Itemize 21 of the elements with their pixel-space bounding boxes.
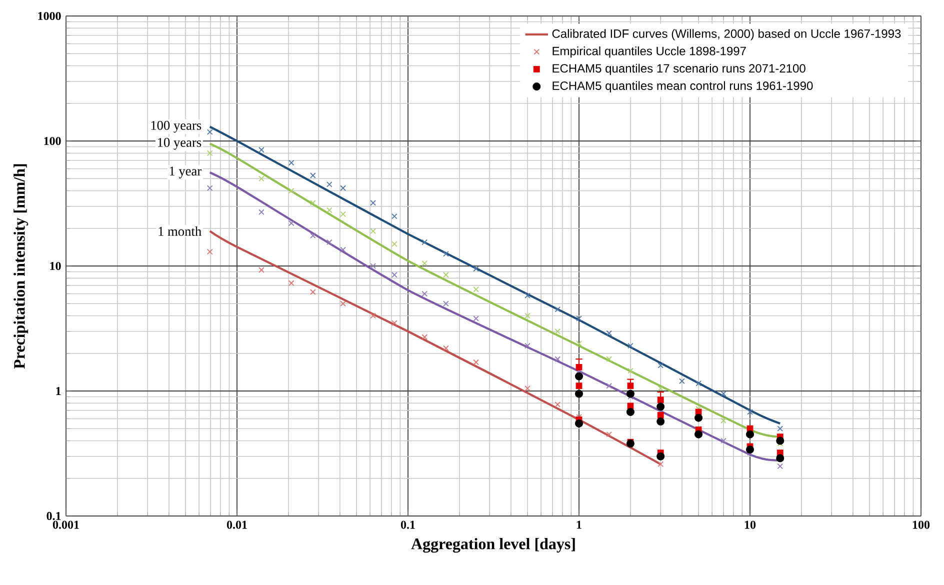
- x-tick-label: 0.1: [400, 520, 415, 529]
- annotation: 100 years: [151, 120, 202, 133]
- y-tick-label: 100: [44, 136, 61, 146]
- annotation: 1 year: [170, 166, 202, 178]
- annotation: 10 years: [158, 138, 202, 150]
- x-tick-label: 0.001: [52, 520, 79, 529]
- x-axis-title: Aggregation level [days]: [411, 538, 575, 553]
- y-tick-label: 0.1: [46, 512, 61, 520]
- annotation: 1 month: [158, 226, 202, 236]
- legend-label: ECHAM5 quantiles mean control runs 1961-1990: [552, 81, 813, 92]
- legend-label: ECHAM5 quantiles 17 scenario runs 2071-2100: [552, 64, 806, 76]
- x-tick-label: 1: [576, 520, 582, 529]
- y-axis-title: Precipitation intensity [mm/h]: [14, 164, 28, 369]
- legend-label: Calibrated IDF curves (Willems, 2000) based on Uccle 1967-1993: [552, 29, 901, 40]
- x-tick-label: 10: [744, 520, 756, 529]
- x-tick-label: 100: [912, 520, 930, 529]
- y-tick-label: 10: [50, 262, 61, 270]
- x-tick-label: 0.01: [226, 520, 247, 529]
- y-tick-label: 1000: [38, 12, 61, 20]
- legend-label: Empirical quantiles Uccle 1898-1997: [552, 46, 746, 58]
- y-tick-label: 1: [56, 387, 61, 395]
